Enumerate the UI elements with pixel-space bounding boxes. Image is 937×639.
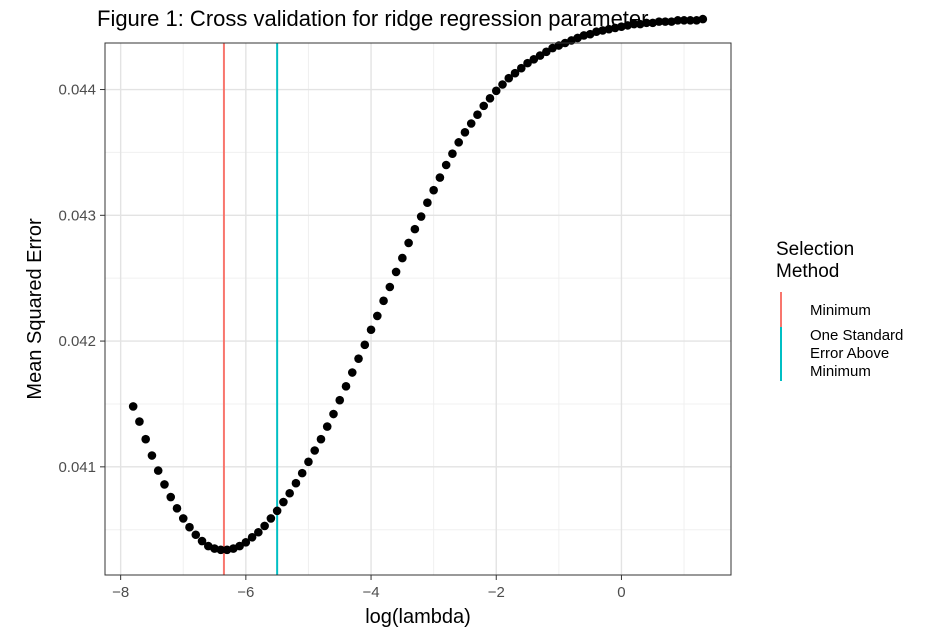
data-point bbox=[166, 492, 176, 502]
data-point bbox=[329, 409, 338, 419]
data-point bbox=[466, 119, 476, 128]
data-point bbox=[191, 530, 201, 540]
y-tick-label: 0.044 bbox=[58, 82, 96, 99]
data-point bbox=[416, 212, 426, 221]
data-point bbox=[235, 541, 244, 551]
y-axis-ticks: 0.041 0.042 0.043 0.044 bbox=[58, 82, 105, 476]
y-tick-label: 0.041 bbox=[58, 459, 96, 476]
data-point bbox=[254, 527, 263, 537]
data-point bbox=[391, 267, 401, 277]
data-point bbox=[178, 514, 188, 523]
data-point bbox=[498, 80, 507, 89]
data-point bbox=[347, 368, 357, 377]
x-tick-label: −4 bbox=[362, 584, 379, 601]
y-axis-label: Mean Squared Error bbox=[24, 218, 46, 400]
data-point bbox=[128, 402, 138, 411]
y-tick-label: 0.043 bbox=[58, 207, 96, 224]
data-point bbox=[354, 354, 363, 363]
data-point bbox=[510, 68, 520, 78]
data-point bbox=[679, 16, 689, 25]
data-point bbox=[153, 466, 163, 475]
data-point bbox=[473, 110, 482, 119]
data-point bbox=[379, 296, 388, 306]
data-point bbox=[660, 17, 670, 26]
data-point bbox=[147, 451, 157, 460]
data-point bbox=[485, 94, 495, 103]
data-point bbox=[360, 340, 370, 350]
legend-label: One Standard bbox=[810, 327, 903, 344]
data-point bbox=[448, 149, 457, 158]
data-point bbox=[316, 434, 326, 444]
data-point bbox=[698, 14, 708, 24]
data-point bbox=[247, 532, 257, 542]
data-point bbox=[642, 18, 651, 28]
data-point bbox=[529, 55, 539, 64]
chart-title: Figure 1: Cross validation for ridge reg… bbox=[97, 6, 648, 31]
minor-gridlines bbox=[105, 43, 731, 575]
legend-title: Selection bbox=[776, 239, 854, 260]
y-tick-label: 0.042 bbox=[58, 333, 96, 350]
data-point bbox=[404, 238, 413, 248]
selection-vlines bbox=[222, 43, 279, 575]
data-point bbox=[135, 417, 144, 426]
data-point bbox=[341, 382, 351, 391]
data-point bbox=[479, 101, 489, 111]
data-point bbox=[141, 434, 150, 444]
data-point bbox=[542, 47, 551, 57]
data-point bbox=[335, 395, 345, 405]
legend-label: Minimum bbox=[810, 302, 871, 319]
data-point bbox=[491, 86, 501, 96]
data-point bbox=[310, 446, 320, 455]
plot-panel-border bbox=[104, 42, 732, 576]
data-point bbox=[654, 17, 664, 26]
data-point bbox=[322, 422, 332, 431]
data-point bbox=[629, 19, 639, 29]
data-point bbox=[398, 253, 407, 263]
data-point bbox=[516, 63, 526, 73]
x-axis-label: log(lambda) bbox=[365, 606, 471, 628]
data-point bbox=[297, 468, 307, 478]
x-tick-label: −6 bbox=[237, 584, 254, 601]
data-point bbox=[197, 536, 207, 546]
data-point bbox=[454, 138, 463, 147]
x-tick-label: −8 bbox=[112, 584, 129, 601]
data-point bbox=[535, 51, 545, 60]
data-point bbox=[504, 73, 514, 83]
legend-label: Error Above bbox=[810, 345, 889, 362]
data-point bbox=[304, 457, 313, 467]
legend-title: Method bbox=[776, 261, 839, 282]
data-point bbox=[279, 497, 288, 507]
data-point bbox=[216, 545, 226, 555]
data-point bbox=[686, 16, 695, 25]
data-point bbox=[673, 16, 683, 25]
data-point bbox=[172, 504, 182, 513]
x-tick-label: −2 bbox=[488, 584, 505, 601]
plot-panel bbox=[105, 43, 731, 575]
data-point bbox=[241, 538, 251, 547]
data-point bbox=[266, 514, 276, 523]
data-point bbox=[523, 58, 532, 68]
x-axis-ticks: −8 −6 −4 −2 0 bbox=[112, 575, 626, 601]
data-point bbox=[260, 521, 269, 531]
data-point bbox=[285, 488, 294, 498]
data-point bbox=[185, 522, 194, 532]
legend-label: Minimum bbox=[810, 363, 871, 380]
x-tick-label: 0 bbox=[617, 584, 625, 601]
data-point bbox=[291, 478, 301, 488]
data-point bbox=[423, 198, 432, 208]
data-point bbox=[160, 480, 169, 489]
data-point bbox=[373, 311, 382, 321]
data-point bbox=[385, 282, 395, 292]
data-point bbox=[441, 160, 451, 170]
data-point bbox=[272, 506, 282, 516]
data-point bbox=[410, 224, 420, 234]
data-point bbox=[435, 173, 445, 182]
data-point bbox=[429, 185, 438, 195]
data-point bbox=[460, 127, 470, 137]
data-point bbox=[366, 325, 376, 335]
